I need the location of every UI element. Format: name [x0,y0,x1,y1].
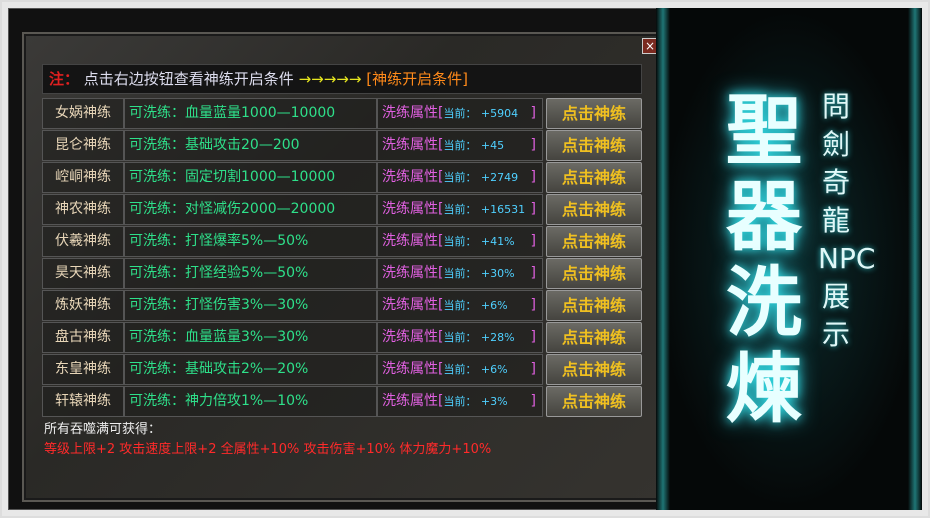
attr-label: 洗练属性 [382,265,438,281]
table-row: 神农神练 可洗练：对怪减伤2000—20000 洗练属性[当前： +16531]… [42,194,642,225]
current-value: +16531 [480,203,526,216]
refine-range: 可洗练：基础攻击2%—20% [124,354,377,385]
refine-attr: 洗练属性[当前： +45] [377,130,543,161]
current-label: 当前： [443,107,477,120]
attr-label: 洗练属性 [382,329,438,345]
refine-attr: 洗练属性[当前： +2749] [377,162,543,193]
refine-name: 伏羲神练 [42,226,124,257]
current-value: +3% [480,395,508,408]
refine-range: 可洗练：血量蓝量1000—10000 [124,98,377,129]
refine-attr: 洗练属性[当前： +16531] [377,194,543,225]
refine-button[interactable]: 点击神练 [546,290,642,321]
refine-range: 可洗练：固定切割1000—10000 [124,162,377,193]
note-label: 注： [49,70,80,88]
current-label: 当前： [443,267,477,280]
refine-attr: 洗练属性[当前： +41%] [377,226,543,257]
banner-subtitle: 問劍奇龍NPC展示 [818,90,876,351]
current-value: +41% [480,235,515,248]
refine-attr: 洗练属性[当前： +28%] [377,322,543,353]
table-row: 昆仑神练 可洗练：基础攻击20—200 洗练属性[当前： +45] 点击神练 [42,130,642,161]
refine-button[interactable]: 点击神练 [546,130,642,161]
condition-link[interactable]: [神练开启条件] [366,70,468,88]
refine-range: 可洗练：神力倍攻1%—10% [124,386,377,417]
refine-range: 可洗练：打怪伤害3%—30% [124,290,377,321]
current-label: 当前： [443,203,477,216]
current-value: +28% [480,331,515,344]
refine-name: 昊天神练 [42,258,124,289]
current-value: +2749 [480,171,519,184]
current-label: 当前： [443,363,477,376]
attr-label: 洗练属性 [382,105,438,121]
refine-button[interactable]: 点击神练 [546,98,642,129]
refine-button[interactable]: 点击神练 [546,226,642,257]
footer-title: 所有吞噬满可获得： [44,422,162,437]
current-value: +45 [480,139,505,152]
refine-range: 可洗练：打怪经验5%—50% [124,258,377,289]
table-row: 盘古神练 可洗练：血量蓝量3%—30% 洗练属性[当前： +28%] 点击神练 [42,322,642,353]
refine-button[interactable]: 点击神练 [546,258,642,289]
refine-name: 昆仑神练 [42,130,124,161]
refine-range: 可洗练：打怪爆率5%—50% [124,226,377,257]
hint-text: 点击右边按钮查看神练开启条件 [83,70,294,88]
refine-button[interactable]: 点击神练 [546,194,642,225]
refine-name: 女娲神练 [42,98,124,129]
refine-button[interactable]: 点击神练 [546,354,642,385]
refine-range: 可洗练：基础攻击20—200 [124,130,377,161]
attr-label: 洗练属性 [382,201,438,217]
current-label: 当前： [443,299,477,312]
refine-attr: 洗练属性[当前： +30%] [377,258,543,289]
refine-dialog: × 注： 点击右边按钮查看神练开启条件 →→→→→ [神练开启条件] 女娲神练 … [22,32,662,502]
attr-label: 洗练属性 [382,233,438,249]
table-row: 伏羲神练 可洗练：打怪爆率5%—50% 洗练属性[当前： +41%] 点击神练 [42,226,642,257]
refine-attr: 洗练属性[当前： +6%] [377,290,543,321]
refine-name: 崆峒神练 [42,162,124,193]
attr-label: 洗练属性 [382,393,438,409]
table-row: 崆峒神练 可洗练：固定切割1000—10000 洗练属性[当前： +2749] … [42,162,642,193]
refine-name: 东皇神练 [42,354,124,385]
table-row: 炼妖神练 可洗练：打怪伤害3%—30% 洗练属性[当前： +6%] 点击神练 [42,290,642,321]
refine-button[interactable]: 点击神练 [546,322,642,353]
current-label: 当前： [443,331,477,344]
refine-name: 神农神练 [42,194,124,225]
attr-label: 洗练属性 [382,297,438,313]
current-value: +5904 [480,107,519,120]
current-value: +30% [480,267,515,280]
attr-label: 洗练属性 [382,137,438,153]
refine-button[interactable]: 点击神练 [546,386,642,417]
current-label: 当前： [443,139,477,152]
footer-bonus: 等级上限+2 攻击速度上限+2 全属性+10% 攻击伤害+10% 体力魔力+10… [44,442,492,457]
arrows: →→→→→ [298,70,362,88]
current-value: +6% [480,299,508,312]
refine-attr: 洗练属性[当前： +5904] [377,98,543,129]
table-row: 昊天神练 可洗练：打怪经验5%—50% 洗练属性[当前： +30%] 点击神练 [42,258,642,289]
current-label: 当前： [443,171,477,184]
attr-label: 洗练属性 [382,169,438,185]
current-label: 当前： [443,395,477,408]
table-row: 东皇神练 可洗练：基础攻击2%—20% 洗练属性[当前： +6%] 点击神练 [42,354,642,385]
current-value: +6% [480,363,508,376]
header-bar: 注： 点击右边按钮查看神练开启条件 →→→→→ [神练开启条件] [42,64,642,94]
refine-attr: 洗练属性[当前： +3%] [377,386,543,417]
refine-name: 轩辕神练 [42,386,124,417]
banner-panel: 聖器洗煉 問劍奇龍NPC展示 [656,8,922,510]
refine-attr: 洗练属性[当前： +6%] [377,354,543,385]
refine-range: 可洗练：对怪减伤2000—20000 [124,194,377,225]
current-label: 当前： [443,235,477,248]
attr-label: 洗练属性 [382,361,438,377]
table-row: 轩辕神练 可洗练：神力倍攻1%—10% 洗练属性[当前： +3%] 点击神练 [42,386,642,417]
refine-name: 炼妖神练 [42,290,124,321]
refine-name: 盘古神练 [42,322,124,353]
table-row: 女娲神练 可洗练：血量蓝量1000—10000 洗练属性[当前： +5904] … [42,98,642,129]
banner-title: 聖器洗煉 [726,86,802,433]
refine-button[interactable]: 点击神练 [546,162,642,193]
refine-range: 可洗练：血量蓝量3%—30% [124,322,377,353]
